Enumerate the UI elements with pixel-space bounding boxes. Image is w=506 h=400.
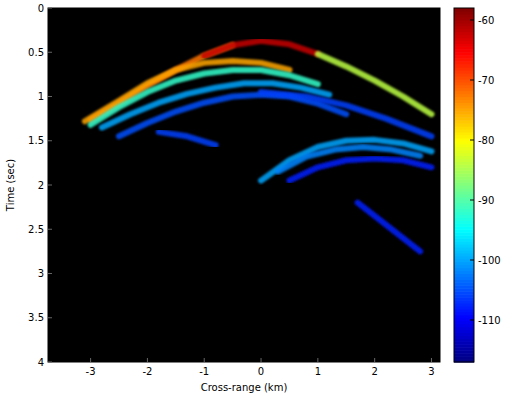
- chart: -3 -2 -1 0 1 2 3 0 0.5 1 1.5 2 2.5 3 3.5 4 Cross-range (…: [0, 0, 506, 400]
- colorbar-frame: [454, 8, 474, 362]
- x-tick-label: 2: [371, 366, 377, 377]
- x-tick: [147, 358, 148, 362]
- y-axis-title: Time (sec): [5, 159, 16, 212]
- reflection-arc: [204, 41, 318, 56]
- reflection-arc: [289, 158, 431, 180]
- y-tick-label: 3: [38, 268, 44, 279]
- colorbar-tick-label: -80: [478, 135, 494, 146]
- colorbar-tick-label: -110: [478, 315, 501, 326]
- y-tick: [48, 362, 52, 363]
- x-tick: [374, 358, 375, 362]
- background: [0, 0, 506, 400]
- x-tick: [431, 358, 432, 362]
- colorbar-tick: [470, 200, 474, 201]
- y-tick: [48, 140, 52, 141]
- colorbar-tick-label: -70: [478, 75, 494, 86]
- reflection-arc: [102, 83, 329, 127]
- y-tick-label: 1: [38, 91, 44, 102]
- colorbar-step: [454, 8, 474, 12]
- plot-frame: [48, 8, 440, 362]
- y-tick-label: 1.5: [28, 135, 44, 146]
- y-tick-label: 4: [38, 357, 44, 368]
- y-tick-label: 0.5: [28, 47, 44, 58]
- x-tick: [90, 358, 91, 362]
- x-tick: [204, 358, 205, 362]
- y-tick: [48, 8, 52, 9]
- plot-area: [48, 8, 440, 362]
- y-tick-label: 2.5: [28, 224, 44, 235]
- y-tick: [48, 317, 52, 318]
- colorbar-gradient: [454, 8, 474, 363]
- x-axis-title: Cross-range (km): [201, 382, 288, 393]
- y-tick-label: 2: [38, 180, 44, 191]
- y-tick: [48, 229, 52, 230]
- y-tick: [48, 52, 52, 53]
- y-tick: [48, 273, 52, 274]
- x-tick: [317, 358, 318, 362]
- reflection-arc: [261, 140, 431, 181]
- y-tick: [48, 185, 52, 186]
- reflection-arc: [119, 95, 346, 137]
- colorbar-tick-label: -90: [478, 195, 494, 206]
- colorbar-tick: [470, 320, 474, 321]
- x-tick: [261, 358, 262, 362]
- x-tick-label: 1: [315, 366, 321, 377]
- x-tick-label: -3: [86, 366, 96, 377]
- reflections: [85, 41, 432, 252]
- y-tick-label: 0: [38, 3, 44, 14]
- colorbar-tick-label: -100: [478, 255, 501, 266]
- colorbar-tick: [470, 20, 474, 21]
- x-tick-label: -2: [142, 366, 152, 377]
- colorbar-tick: [470, 140, 474, 141]
- colorbar-tick: [470, 80, 474, 81]
- x-tick-label: 0: [258, 366, 264, 377]
- reflection-arc: [159, 132, 216, 145]
- y-tick: [48, 96, 52, 97]
- colorbar-tick: [470, 260, 474, 261]
- y-tick-label: 3.5: [28, 312, 44, 323]
- x-tick-label: -1: [199, 366, 209, 377]
- reflection-arc: [358, 203, 421, 252]
- page: {"chart_data": {"type": "line", "xlabel"…: [0, 0, 506, 400]
- reflection-arc: [261, 92, 431, 136]
- colorbar-tick-label: -60: [478, 15, 494, 26]
- x-tick-label: 3: [428, 366, 434, 377]
